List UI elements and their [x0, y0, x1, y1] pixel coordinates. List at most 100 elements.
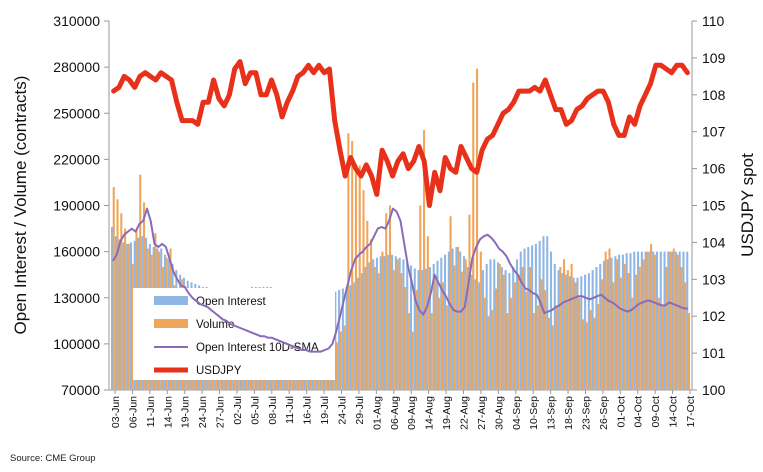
open-interest-bar [345, 286, 348, 390]
x-tick-label: 10-Sep [528, 396, 540, 430]
open-interest-bar [686, 251, 689, 390]
open-interest-bar [372, 259, 375, 390]
open-interest-bar [338, 290, 341, 390]
x-tick-label: 18-Sep [563, 396, 575, 430]
volume-bar [124, 228, 127, 390]
volume-bar [491, 310, 494, 390]
right-tick-label: 102 [702, 308, 726, 324]
volume-bar [498, 263, 501, 390]
open-interest-bar [587, 273, 590, 390]
open-interest-bar [406, 262, 409, 390]
open-interest-bar [387, 254, 390, 390]
open-interest-bar [413, 268, 416, 390]
left-tick-label: 190000 [53, 198, 100, 214]
open-interest-bar [519, 251, 522, 390]
open-interest-bar [568, 276, 571, 390]
volume-bar [419, 205, 422, 390]
open-interest-bar [436, 260, 439, 390]
left-axis-label: Open Interest / Volume (contracts) [11, 76, 30, 335]
x-tick-label: 14-Aug [424, 396, 436, 430]
open-interest-bar [126, 243, 129, 390]
open-interest-bar [379, 256, 382, 390]
open-interest-bar [481, 270, 484, 390]
open-interest-bar [129, 242, 133, 390]
x-tick-label: 08-Jul [267, 396, 279, 425]
open-interest-bar [678, 251, 681, 390]
open-interest-bar [512, 267, 515, 390]
open-interest-bar [356, 277, 360, 390]
volume-bar [139, 174, 142, 390]
volume-bar [528, 267, 532, 390]
volume-bar [623, 263, 626, 390]
right-axis-label: USDJPY spot [738, 153, 757, 257]
open-interest-bar [398, 257, 401, 390]
x-tick-label: 06-Jun [127, 396, 139, 428]
open-interest-bar [534, 243, 537, 390]
x-axis-ticks: 03-Jun 06-Jun 11-Jun 14-Jun 19-Jun 24-Jun 27-J… [110, 390, 697, 430]
x-tick-label: 19-Jun [180, 396, 192, 428]
open-interest-bar [402, 259, 405, 390]
x-tick-label: 06-Aug [389, 396, 401, 430]
volume-bar [665, 267, 668, 390]
x-tick-label: 27-Jun [215, 396, 227, 428]
volume-bar [404, 286, 407, 390]
open-interest-bar [391, 254, 394, 390]
open-interest-bar [459, 251, 462, 390]
volume-bar [381, 251, 384, 390]
open-interest-bar [527, 247, 530, 390]
volume-bar [570, 263, 573, 390]
volume-bar [449, 216, 452, 390]
volume-bar [472, 82, 475, 390]
open-interest-bar [466, 267, 469, 390]
volume-bar [684, 282, 687, 390]
left-axis-ticks: 70000 100000 130000 160000 190000 220000 25000… [53, 13, 109, 398]
open-interest-bar [360, 273, 363, 390]
open-interest-bar [497, 262, 500, 390]
volume-bar [434, 277, 437, 390]
volume-bar [559, 267, 562, 390]
open-interest-bar [618, 254, 621, 390]
open-interest-bar [375, 257, 378, 390]
open-interest-bar [368, 262, 371, 390]
open-interest-bar [500, 267, 503, 390]
legend-label-usdjpy: USDJPY [196, 365, 242, 377]
open-interest-bar [637, 251, 640, 390]
volume-bar [335, 342, 339, 390]
x-tick-label: 27-Aug [476, 396, 488, 430]
open-interest-bar [523, 248, 526, 390]
volume-bar [612, 282, 615, 390]
legend: Open Interest Volume Open Interest 10D-S… [133, 288, 335, 380]
open-interest-bar [364, 267, 367, 390]
x-tick-label: 09-Oct [650, 396, 662, 428]
volume-bar [608, 248, 611, 390]
volume-bar [131, 263, 134, 390]
volume-bar [616, 259, 619, 390]
open-interest-bar [663, 251, 666, 390]
left-tick-label: 160000 [53, 244, 100, 260]
volume-bar [506, 313, 509, 390]
volume-bar [343, 325, 346, 390]
open-interest-bar [111, 227, 114, 390]
open-interest-bar [394, 256, 397, 390]
open-interest-bar [428, 267, 431, 390]
x-tick-label: 16-Jul [302, 396, 314, 425]
volume-bar [460, 271, 463, 390]
open-interest-bar [546, 236, 549, 390]
volume-bar [589, 310, 592, 390]
volume-bar [453, 265, 456, 390]
volume-bar [540, 279, 543, 390]
open-interest-bar [432, 263, 435, 390]
x-tick-label: 24-Jul [337, 396, 349, 425]
volume-bar [532, 313, 535, 390]
x-tick-label: 23-Sep [580, 396, 592, 430]
volume-bar [657, 297, 660, 390]
legend-label-volume: Volume [196, 319, 234, 331]
volume-bar [373, 267, 376, 390]
open-interest-bar [478, 282, 481, 390]
x-tick-label: 22-Aug [458, 396, 470, 430]
right-tick-label: 107 [702, 124, 726, 140]
volume-bar [563, 259, 566, 390]
open-interest-bar [417, 270, 420, 390]
x-tick-label: 14-Oct [668, 396, 680, 428]
volume-bar [407, 313, 410, 390]
